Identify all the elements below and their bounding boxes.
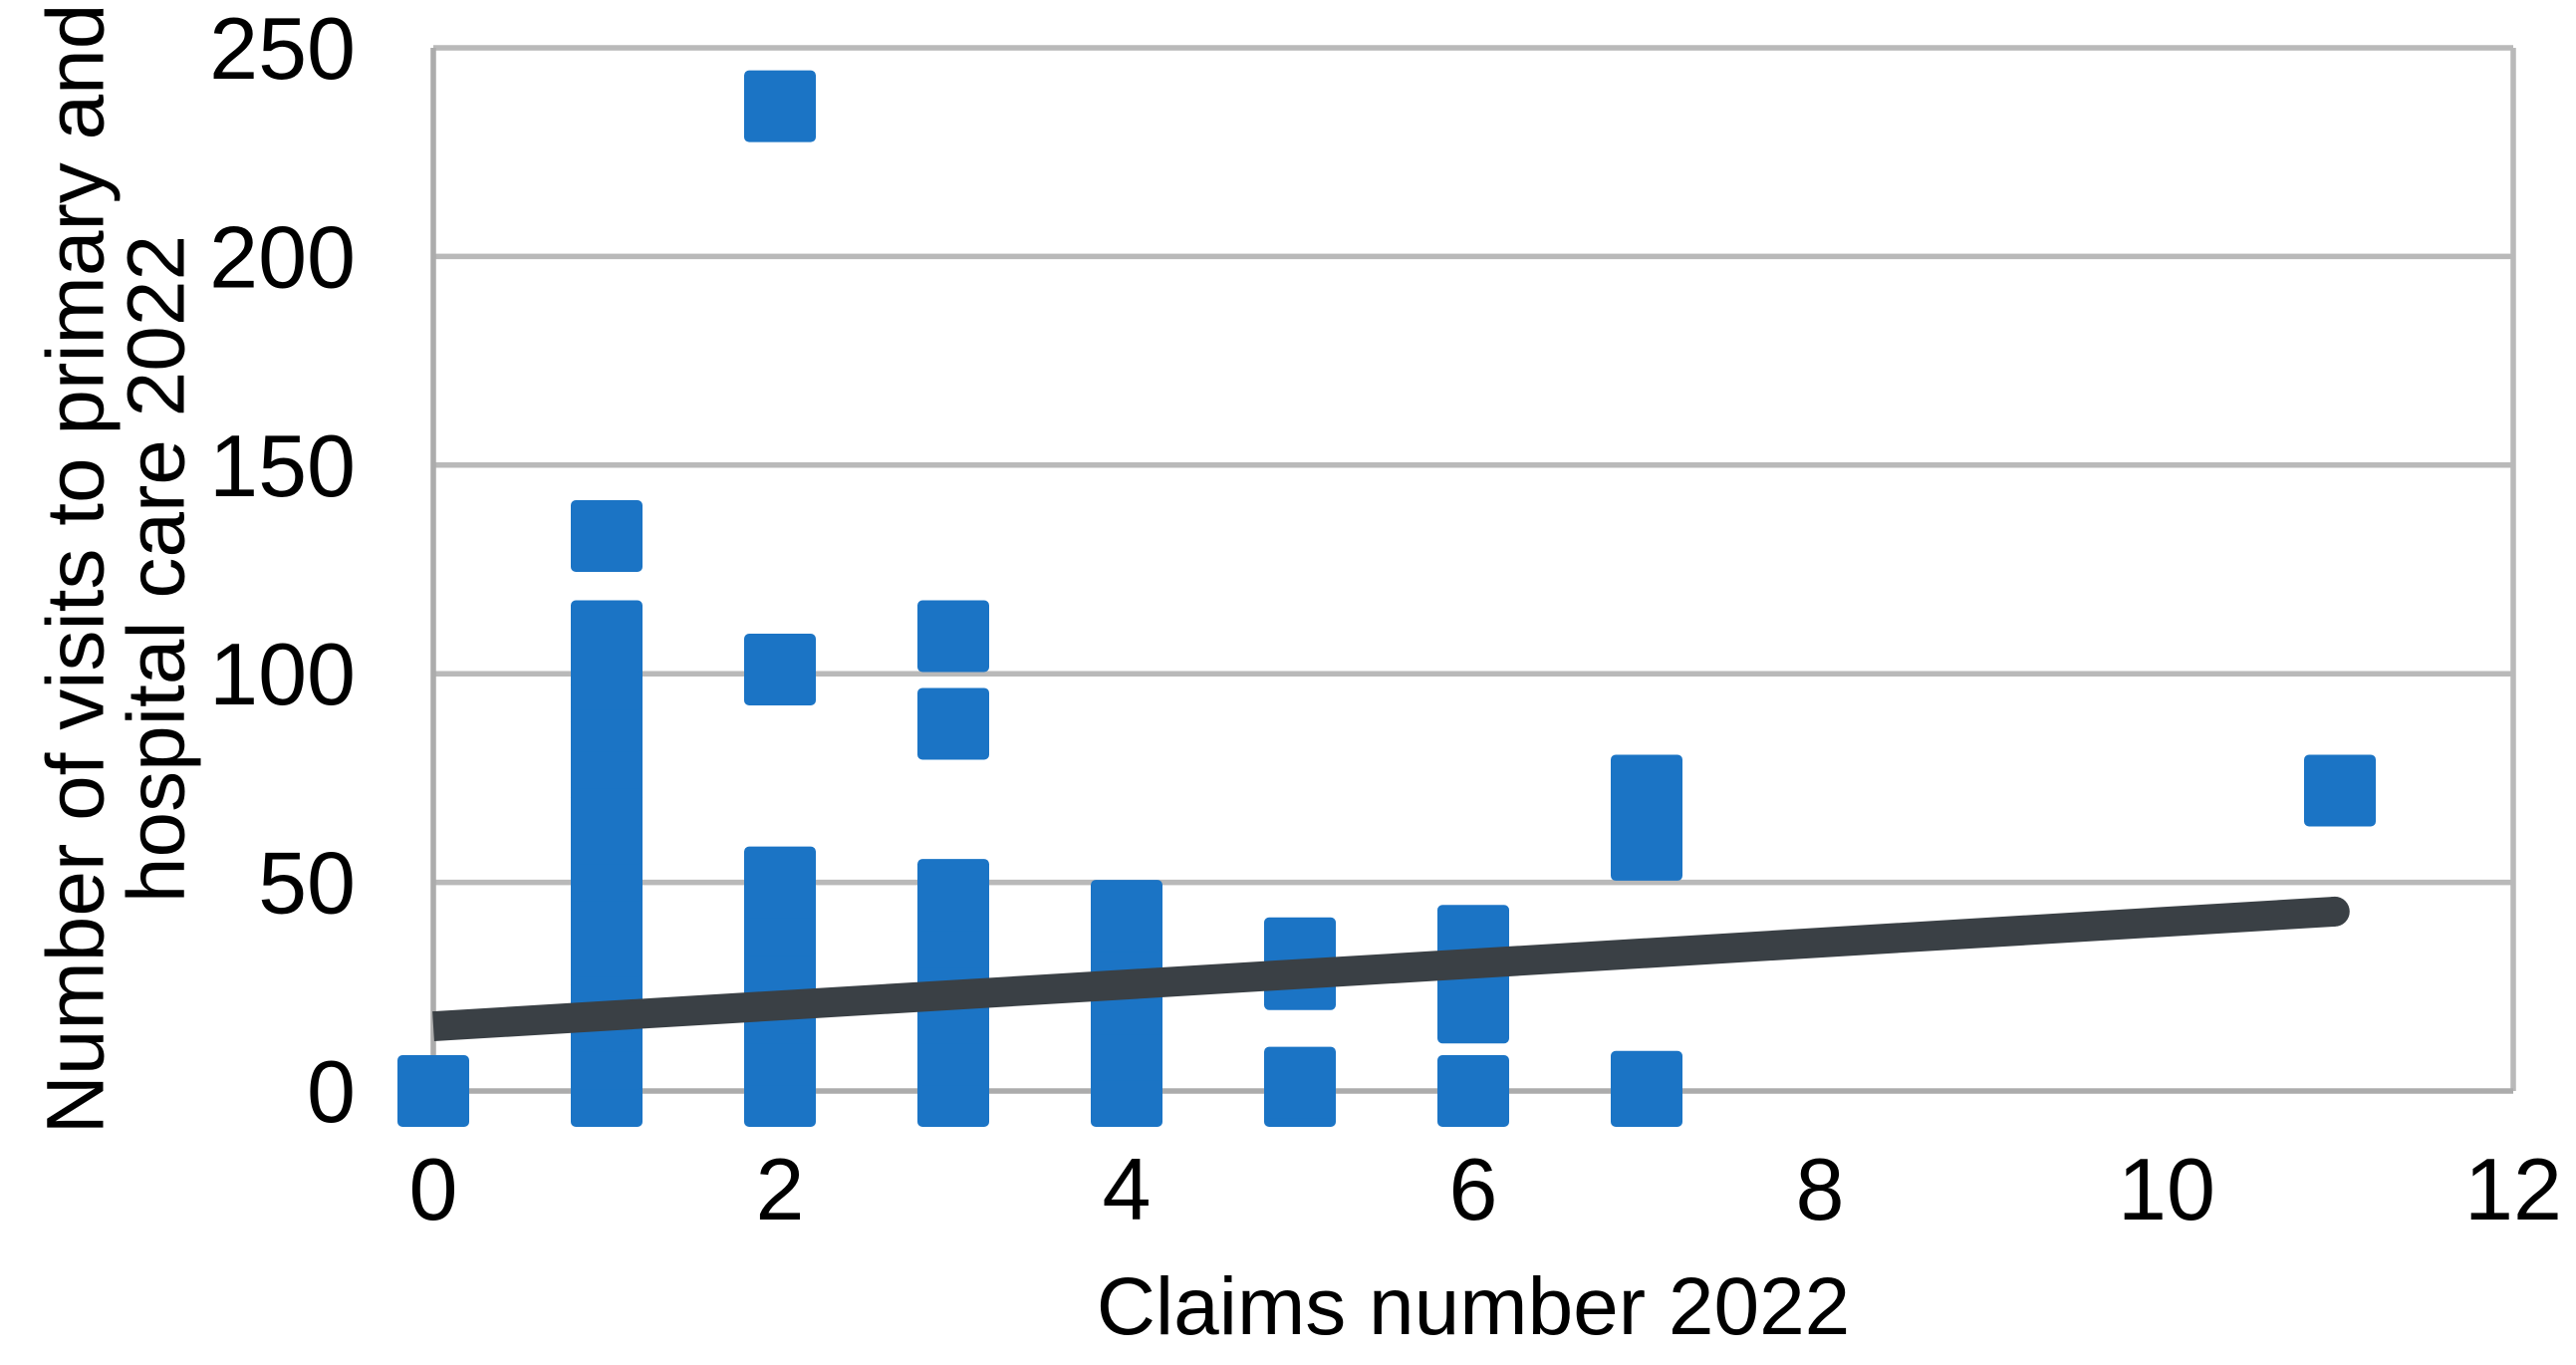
- data-point-marker: [917, 859, 989, 932]
- x-axis-title: Claims number 2022: [1097, 1261, 1851, 1352]
- tick-labels-layer: 0 50 100 150 200 250 0 2 4 6 8 10 12: [209, 0, 2562, 1238]
- data-point-marker: [2304, 754, 2376, 827]
- x-tick-label: 8: [1796, 1140, 1845, 1238]
- x-tick-label: 4: [1103, 1140, 1152, 1238]
- y-axis-title-line1: Number of visits to primary and: [31, 4, 122, 1135]
- x-tick-label: 6: [1449, 1140, 1498, 1238]
- y-tick-label: 200: [209, 207, 356, 306]
- data-point-marker: [1091, 880, 1162, 953]
- trend-line-end-cap: [2319, 896, 2350, 927]
- data-point-marker: [397, 1055, 469, 1127]
- data-point-marker: [1437, 1055, 1509, 1127]
- y-tick-label: 250: [209, 0, 356, 98]
- data-point-marker: [1437, 971, 1509, 1044]
- x-tick-label: 12: [2464, 1140, 2562, 1238]
- y-tick-label: 0: [307, 1042, 356, 1141]
- y-tick-label: 150: [209, 416, 356, 515]
- data-point-marker: [917, 600, 989, 673]
- x-tick-label: 10: [2118, 1140, 2215, 1238]
- data-point-marker: [571, 499, 643, 572]
- y-tick-label: 50: [258, 834, 356, 933]
- data-point-marker: [1611, 754, 1682, 827]
- y-tick-label: 100: [209, 625, 356, 723]
- data-point-marker: [1611, 808, 1682, 881]
- data-point-marker: [744, 70, 816, 142]
- data-point-marker: [744, 634, 816, 706]
- data-point-marker: [571, 600, 643, 673]
- trend-line-layer: [432, 896, 2350, 1042]
- trend-line: [432, 896, 2336, 1042]
- y-axis-title-line2: hospital care 2022: [112, 235, 202, 903]
- data-point-marker: [1611, 1050, 1682, 1123]
- data-point-marker: [917, 687, 989, 760]
- x-tick-label: 2: [756, 1140, 805, 1238]
- data-point-marker: [744, 846, 816, 919]
- x-tick-label: 0: [409, 1140, 458, 1238]
- data-point-marker: [1264, 1046, 1336, 1119]
